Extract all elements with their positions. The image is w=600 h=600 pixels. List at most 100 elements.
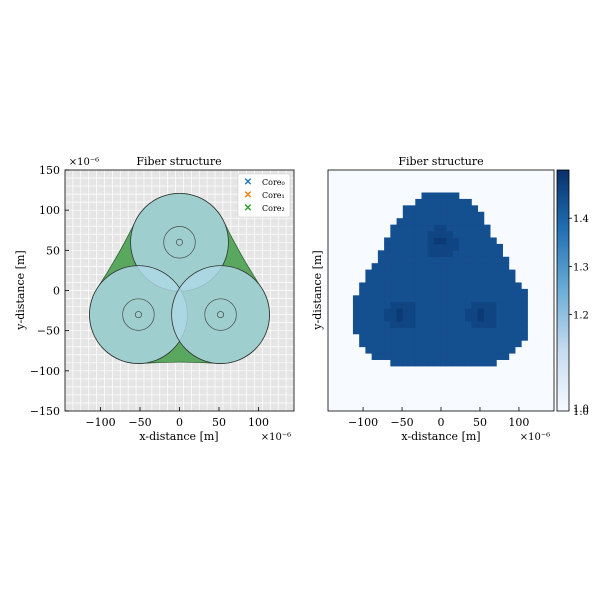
heatmap-cell — [365, 314, 373, 322]
heatmap-cell — [427, 314, 435, 322]
heatmap-cell — [384, 314, 391, 322]
heatmap-cell — [427, 263, 435, 271]
heatmap-cell — [409, 211, 416, 219]
heatmap-cell — [384, 308, 391, 315]
heatmap-cell — [433, 198, 441, 206]
heatmap-cell — [433, 333, 441, 341]
heatmap-cell — [415, 256, 422, 264]
heatmap-cell — [427, 231, 435, 238]
heatmap-cell — [483, 243, 491, 251]
legend-entry-core0: ✕ Core₀ — [244, 177, 285, 188]
heatmap-cell — [458, 314, 466, 322]
heatmap-cell — [371, 353, 379, 360]
right-x-ticks: −100 −50 0 50 100 — [348, 407, 529, 429]
heatmap-cell — [502, 256, 510, 264]
heatmap-cell — [446, 198, 454, 206]
core-2 — [171, 265, 270, 364]
heatmap-cell — [421, 346, 429, 354]
heatmap-cell — [440, 263, 447, 271]
heatmap-cell — [490, 237, 497, 245]
heatmap-cell — [427, 308, 435, 315]
heatmap-cell — [377, 250, 385, 258]
heatmap-cell — [433, 301, 441, 309]
heatmap-cell — [446, 276, 454, 283]
heatmap-cell — [402, 218, 410, 226]
x-tick-label: 50 — [212, 416, 226, 429]
heatmap-cell — [458, 346, 466, 354]
heatmap-cell — [415, 333, 422, 341]
heatmap-cell — [440, 211, 447, 219]
heatmap-cell — [452, 192, 460, 200]
heatmap-cell — [377, 327, 385, 335]
heatmap-cell — [471, 288, 479, 296]
left-fiber-shapes — [89, 192, 270, 364]
heatmap-cell — [433, 250, 441, 258]
heatmap-cell — [452, 295, 460, 303]
heatmap-cell — [421, 218, 429, 226]
heatmap-cell — [465, 224, 472, 232]
heatmap-cell — [521, 314, 528, 322]
heatmap-cell — [508, 346, 516, 354]
heatmap-cell — [446, 308, 454, 315]
heatmap-cell — [359, 314, 366, 322]
heatmap-cell — [421, 333, 429, 341]
heatmap-cell — [433, 353, 441, 360]
heatmap-cell — [446, 269, 454, 277]
heatmap-cell — [477, 218, 485, 226]
heatmap-cell — [433, 218, 441, 226]
heatmap-cell — [421, 211, 429, 219]
heatmap-cell — [409, 327, 416, 335]
heatmap-cell — [465, 301, 472, 309]
heatmap-cell — [433, 243, 441, 251]
heatmap-cell — [521, 295, 528, 303]
heatmap-cell — [490, 288, 497, 296]
heatmap-cell — [433, 327, 441, 335]
heatmap-cell — [471, 256, 479, 264]
legend-entry-core2: ✕ Core₂ — [244, 203, 285, 214]
heatmap-cell — [409, 237, 416, 245]
heatmap-cell — [371, 340, 379, 348]
heatmap-cell — [415, 301, 422, 309]
heatmap-cell — [496, 295, 503, 303]
heatmap-cell — [359, 308, 366, 315]
heatmap-cell — [433, 256, 441, 264]
heatmap-cell — [402, 205, 410, 213]
heatmap-cell — [433, 269, 441, 277]
heatmap-cell — [458, 211, 466, 219]
heatmap-cell — [440, 243, 447, 251]
heatmap-cell — [465, 346, 472, 354]
heatmap-cell — [409, 224, 416, 232]
heatmap-cell — [440, 250, 447, 258]
heatmap-cell — [396, 359, 404, 367]
heatmap-cell — [390, 308, 397, 315]
heatmap-cell — [458, 353, 466, 360]
heatmap-cell — [402, 237, 410, 245]
legend-box — [237, 173, 291, 218]
colorbar-tick-label: 1.3 — [573, 262, 589, 273]
heatmap-cell — [483, 295, 491, 303]
heatmap-cell — [508, 269, 516, 277]
heatmap-cell — [508, 333, 516, 341]
heatmap-cell — [390, 321, 397, 328]
colorbar-tick-label: 1.2 — [573, 311, 589, 322]
heatmap-cell — [421, 359, 429, 367]
heatmap-cell — [477, 314, 485, 322]
left-y-offset-label: ×10⁻⁶ — [69, 157, 99, 168]
heatmap-cell — [421, 288, 429, 296]
heatmap-cell — [483, 346, 491, 354]
heatmap-cell — [452, 288, 460, 296]
heatmap-cell — [483, 340, 491, 348]
heatmap-cell — [508, 308, 516, 315]
y-tick-label: 100 — [39, 204, 60, 217]
heatmap-cell — [490, 295, 497, 303]
heatmap-cell — [409, 282, 416, 290]
heatmap-cell — [415, 205, 422, 213]
heatmap-cell — [471, 211, 479, 219]
heatmap-cell — [415, 327, 422, 335]
heatmap-cell — [496, 353, 503, 360]
heatmap-cell — [415, 198, 422, 206]
heatmap-cell — [427, 243, 435, 251]
heatmap-cell — [365, 327, 373, 335]
heatmap-cell — [521, 321, 528, 328]
heatmap-cell — [440, 340, 447, 348]
